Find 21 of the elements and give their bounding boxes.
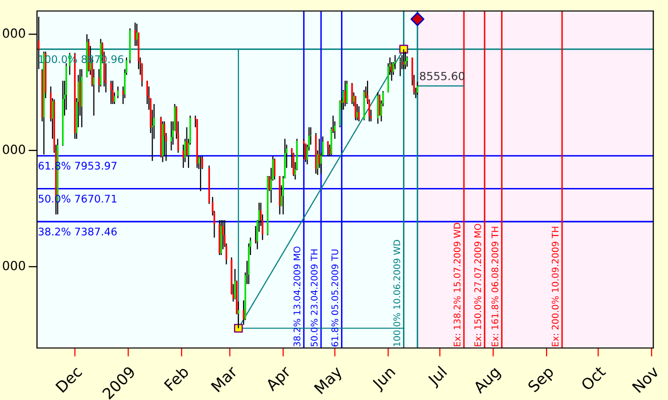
x-tick-label: Dec [55,366,83,393]
ref-line-label: 61.8% 05.05.2009 TU [331,250,338,346]
x-tick-label: Oct [580,365,606,392]
ref-line-label: Ex: 138.2% 15.07.2009 WD [454,222,460,346]
ref-line-label: Ex: 161.8% 06.08.2009 TH [492,226,498,346]
x-tick-label: Feb [164,365,190,392]
x-tick-label: Nov [632,365,660,394]
ref-line-label: 100.0% 10.06.2009 WD [393,240,400,346]
x-tick-label: Jul [426,366,450,389]
x-tick-label: Apr [264,365,294,394]
ref-line-label: Ex: 200.0% 10.09.2009 TH [552,226,559,346]
ref-line-label: 50.0% 23.04.2009 TH [310,250,318,346]
ref-line-label: 38.2% 7387.46 [38,228,117,236]
ref-line-label: Ex: 150.0% 27.07.2009 MO [474,224,482,346]
x-tick-label: Sep [527,365,556,395]
ref-line-label: 38.2% 13.04.2009 MO [294,246,300,346]
text: 000 [2,28,26,38]
x-tick-label: Mar [210,365,238,392]
x-tick-label: Jun [371,366,398,392]
text: 000 [2,144,26,154]
text: 000 [2,260,26,270]
